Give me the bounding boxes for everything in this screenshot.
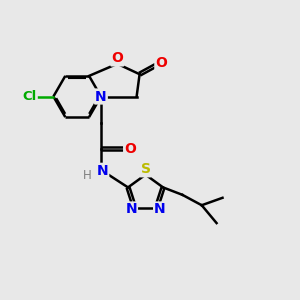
Text: N: N — [97, 164, 108, 178]
Text: H: H — [83, 169, 92, 182]
Text: N: N — [95, 89, 107, 103]
Text: O: O — [124, 142, 136, 155]
Text: O: O — [111, 52, 123, 65]
Text: N: N — [125, 202, 137, 217]
Text: Cl: Cl — [22, 90, 37, 103]
Text: O: O — [155, 56, 167, 70]
Text: S: S — [140, 162, 151, 176]
Text: N: N — [154, 202, 166, 217]
